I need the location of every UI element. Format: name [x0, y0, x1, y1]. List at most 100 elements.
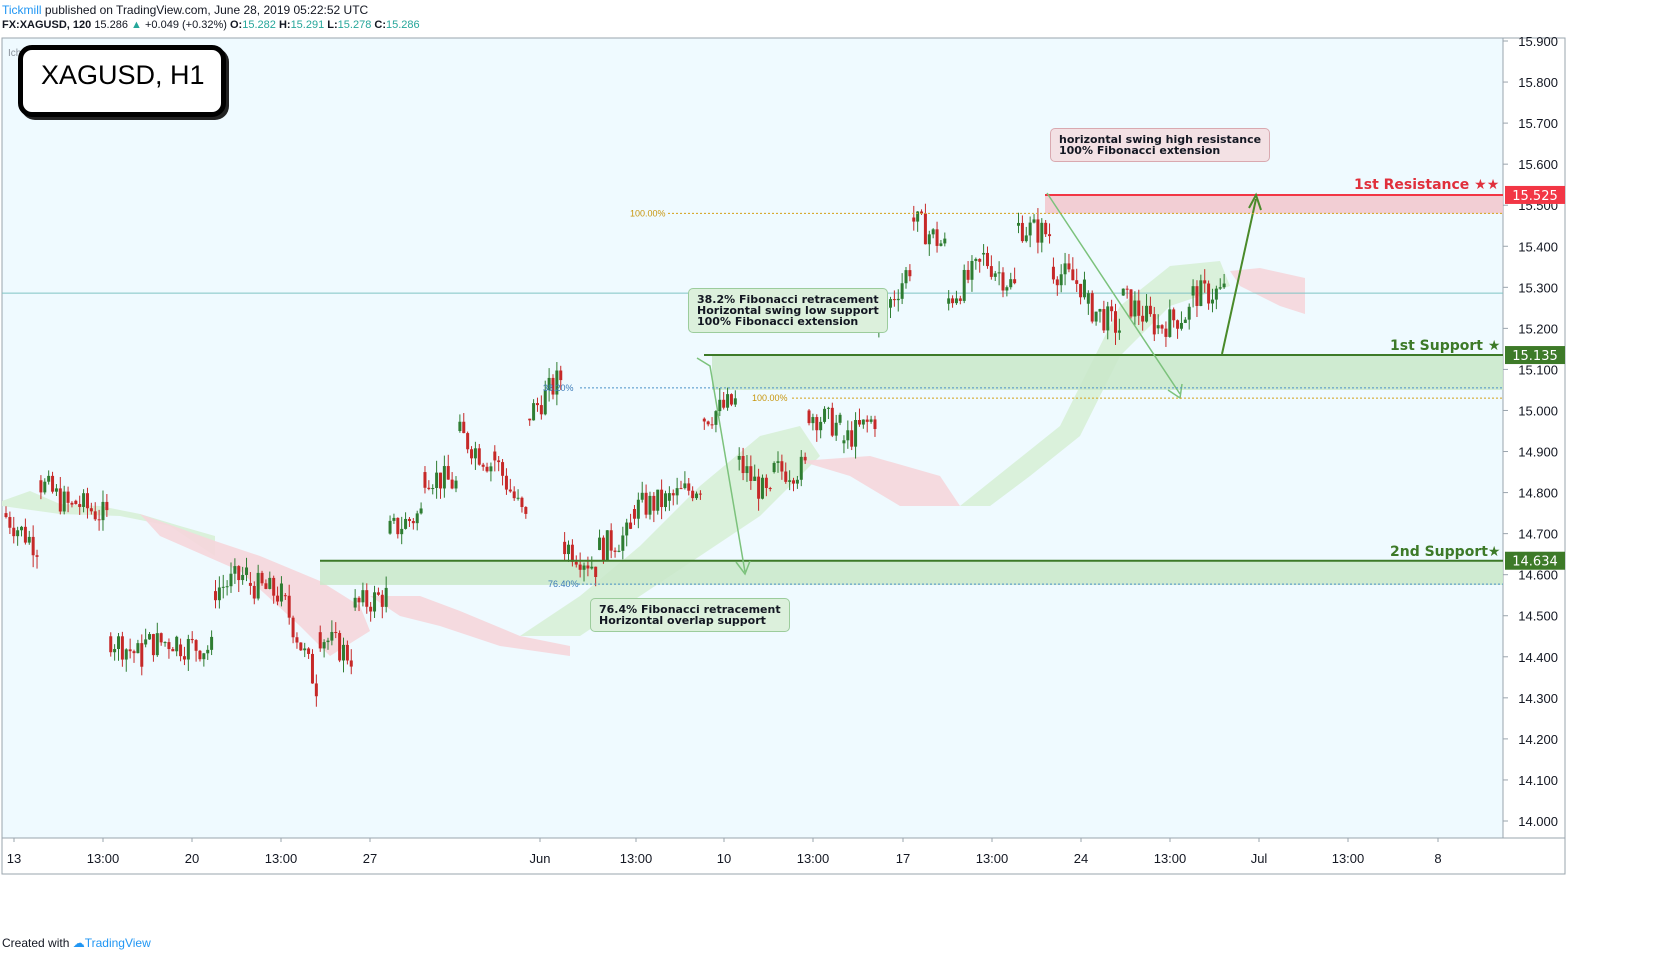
candle-body — [31, 536, 35, 556]
candle-body — [726, 394, 730, 408]
second-support-label: 2nd Support★ — [1390, 544, 1501, 560]
candle-body — [233, 566, 237, 574]
candle-body — [663, 493, 667, 508]
candle-body — [1117, 330, 1121, 333]
candle-body — [82, 493, 86, 507]
candle-body — [1195, 286, 1199, 306]
y-tick-label: 14.000 — [1518, 814, 1558, 829]
candle-body — [58, 488, 62, 512]
candle-body — [450, 479, 454, 489]
candle-body — [974, 258, 978, 261]
candle-body — [1176, 320, 1180, 329]
candle-body — [427, 487, 431, 490]
candle-body — [632, 509, 636, 519]
symbol-box-text: XAGUSD, H1 — [41, 60, 205, 90]
y-tick-label: 14.100 — [1518, 773, 1558, 788]
candle-body — [407, 518, 411, 522]
candle-body — [1121, 288, 1125, 296]
candle-body — [272, 577, 276, 596]
candle-body — [1067, 263, 1071, 270]
candle-body — [442, 466, 446, 489]
x-tick-label: Jun — [530, 851, 551, 866]
x-tick-label: 13:00 — [797, 851, 830, 866]
candle-body — [613, 550, 617, 552]
y-tick-label: 14.500 — [1518, 609, 1558, 624]
candle-body — [830, 407, 834, 436]
candle-body — [679, 488, 683, 490]
candle-body — [640, 492, 644, 500]
candle-body — [322, 642, 326, 649]
candle-body — [567, 544, 571, 555]
candle-body — [1063, 263, 1067, 275]
candle-body — [590, 566, 594, 569]
candle-body — [435, 472, 439, 488]
candle-body — [338, 633, 342, 661]
candlestick-series — [4, 203, 1226, 707]
candle-body — [8, 517, 12, 528]
candle-body — [117, 636, 121, 650]
candle-body — [916, 211, 920, 222]
candle-body — [997, 272, 1001, 274]
candle-body — [1179, 322, 1183, 329]
candle-body — [314, 683, 318, 697]
candle-body — [210, 636, 214, 650]
candle-body — [667, 493, 671, 501]
fib-label: 38.20% — [543, 383, 574, 393]
candle-body — [1113, 311, 1117, 333]
time-axis — [1, 837, 1566, 875]
candle-body — [1086, 293, 1090, 304]
resistance-note: horizontal swing high resistance 100% Fi… — [1050, 128, 1271, 162]
candle-body — [795, 479, 799, 484]
candle-body — [400, 528, 404, 535]
candle-body — [190, 638, 194, 641]
publisher-link[interactable]: Tickmill — [2, 3, 42, 17]
candle-body — [303, 648, 307, 651]
symbol-box: XAGUSD, H1 — [18, 45, 226, 117]
candle-body — [524, 507, 528, 514]
candle-body — [1048, 234, 1052, 237]
candle-body — [904, 270, 908, 284]
candle-body — [1137, 300, 1141, 316]
candle-body — [1129, 289, 1133, 317]
candle-body — [683, 483, 687, 489]
candle-body — [621, 535, 625, 551]
y-tick-label: 14.300 — [1518, 691, 1558, 706]
indicator-label: Ich — [8, 48, 21, 59]
candle-body — [202, 653, 206, 660]
candle-body — [691, 490, 695, 499]
candle-body — [1079, 283, 1083, 298]
candle-body — [1199, 280, 1203, 306]
x-tick-label: 8 — [1434, 851, 1441, 866]
candle-body — [1059, 274, 1063, 286]
footer: Created with ☁TradingView — [2, 936, 151, 950]
candle-body — [753, 476, 757, 481]
price-chart[interactable]: 100.00%38.20%100.00%76.40% 14.00014.1001… — [0, 36, 1666, 876]
candle-body — [547, 377, 551, 391]
bullish-projection-arrow — [1221, 198, 1257, 355]
candle-body — [1191, 286, 1195, 296]
y-tick-label: 15.000 — [1518, 403, 1558, 418]
candle-body — [939, 243, 943, 246]
candle-body — [454, 480, 458, 489]
footer-tradingview-link[interactable]: TradingView — [84, 936, 151, 950]
close-label: C: — [374, 19, 386, 31]
candle-body — [148, 634, 152, 640]
candle-body — [656, 489, 660, 511]
candle-body — [993, 273, 997, 277]
candle-body — [93, 511, 97, 520]
candle-body — [462, 421, 466, 434]
candle-body — [528, 418, 532, 421]
sr-zone — [712, 355, 1503, 390]
candle-body — [109, 636, 113, 653]
candle-body — [179, 644, 183, 657]
candle-body — [842, 440, 846, 444]
last-price: 15.286 — [94, 19, 128, 31]
candle-body — [857, 420, 861, 425]
candle-body — [803, 456, 807, 461]
candle-body — [388, 520, 392, 534]
candle-body — [508, 489, 512, 492]
candle-body — [1164, 328, 1168, 337]
x-tick-label: 13:00 — [87, 851, 120, 866]
price-axis — [1502, 37, 1566, 839]
candle-body — [264, 583, 268, 589]
